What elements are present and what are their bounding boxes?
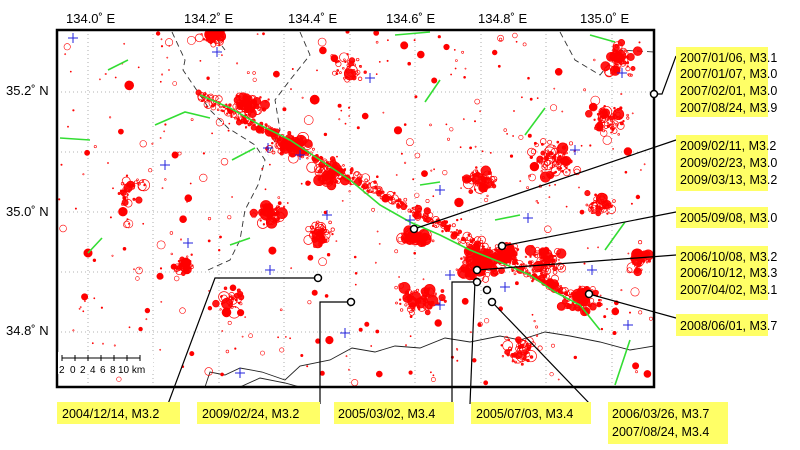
callout-b-line-2: 2009/02/23, M3.0 <box>680 156 777 170</box>
callout-e-line-1: 2008/06/01, M3.7 <box>680 319 777 333</box>
lat-label-35-2: 35.2˚ N <box>6 83 49 98</box>
map-frame <box>55 28 656 389</box>
callout-i: 2005/07/03, M3.4 <box>471 402 591 424</box>
callout-f: 2004/12/14, M3.2 <box>57 402 180 424</box>
lon-label-134-8: 134.8˚ E <box>478 11 527 26</box>
callout-markers <box>313 89 659 307</box>
lon-label-135-0: 135.0˚ E <box>580 11 629 26</box>
callout-d-line-3: 2007/04/02, M3.1 <box>680 283 777 297</box>
callout-f-line-1: 2004/12/14, M3.2 <box>62 407 159 421</box>
earthquake-markers <box>58 30 654 387</box>
callout-leaders <box>167 55 677 405</box>
scale-tick-0: 0 <box>70 365 76 376</box>
scale-tick-6: 6 <box>100 365 106 376</box>
callout-d-line-2: 2006/10/12, M3.3 <box>680 266 777 280</box>
scale-tick-8: 8 <box>110 365 116 376</box>
callout-i-line-1: 2005/07/03, M3.4 <box>476 407 573 421</box>
callout-j-line-2: 2007/08/24, M3.4 <box>612 425 709 439</box>
lon-label-134-2: 134.2˚ E <box>184 11 233 26</box>
callout-b-line-3: 2009/03/13, M3.2 <box>680 173 777 187</box>
callout-e: 2008/06/01, M3.7 <box>676 314 777 336</box>
coastline <box>204 331 654 387</box>
lon-label-134-4: 134.4˚ E <box>288 11 337 26</box>
callout-a-line-1: 2007/01/06, M3.1 <box>680 51 777 65</box>
lat-label-34-8: 34.8˚ N <box>6 323 49 338</box>
scale-tick-10km: 10 km <box>118 365 145 376</box>
longitude-labels: 134.0˚ E 134.2˚ E 134.4˚ E 134.6˚ E 134.… <box>66 11 629 26</box>
scale-bar: 2 0 2 4 6 8 10 km <box>58 352 153 376</box>
scale-tick-4: 4 <box>90 365 96 376</box>
callout-c: 2005/09/08, M3.0 <box>676 207 777 228</box>
callout-d: 2006/10/08, M3.2 2006/10/12, M3.3 2007/0… <box>676 246 777 300</box>
callout-b-line-1: 2009/02/11, M3.2 <box>680 139 776 153</box>
lon-label-134-0: 134.0˚ E <box>66 11 115 26</box>
seismic-stations <box>68 33 633 378</box>
callout-d-line-1: 2006/10/08, M3.2 <box>680 250 777 264</box>
callout-h-line-1: 2005/03/02, M3.4 <box>338 407 435 421</box>
callout-g: 2009/02/24, M3.2 <box>197 402 320 424</box>
callout-c-line-1: 2005/09/08, M3.0 <box>680 211 777 225</box>
callout-g-line-1: 2009/02/24, M3.2 <box>202 407 299 421</box>
callout-j-line-1: 2006/03/26, M3.7 <box>612 407 709 421</box>
callout-a-line-3: 2007/02/01, M3.0 <box>680 84 777 98</box>
coordinate-grid <box>57 30 654 387</box>
callout-h: 2005/03/02, M3.4 <box>334 402 454 424</box>
callout-a: 2007/01/06, M3.1 2007/01/07, M3.0 2007/0… <box>676 47 777 117</box>
callout-j: 2006/03/26, M3.7 2007/08/24, M3.4 <box>608 402 728 444</box>
latitude-labels: 35.2˚ N 35.0˚ N 34.8˚ N <box>6 83 49 338</box>
lon-label-134-6: 134.6˚ E <box>386 11 435 26</box>
callout-a-line-4: 2007/08/24, M3.9 <box>680 101 777 115</box>
lat-label-35-0: 35.0˚ N <box>6 204 49 219</box>
scale-tick-2: 2 <box>80 365 86 376</box>
callout-b: 2009/02/11, M3.2 2009/02/23, M3.0 2009/0… <box>676 135 777 191</box>
scale-tick-2w: 2 <box>59 365 65 376</box>
callout-a-line-2: 2007/01/07, M3.0 <box>680 67 777 81</box>
